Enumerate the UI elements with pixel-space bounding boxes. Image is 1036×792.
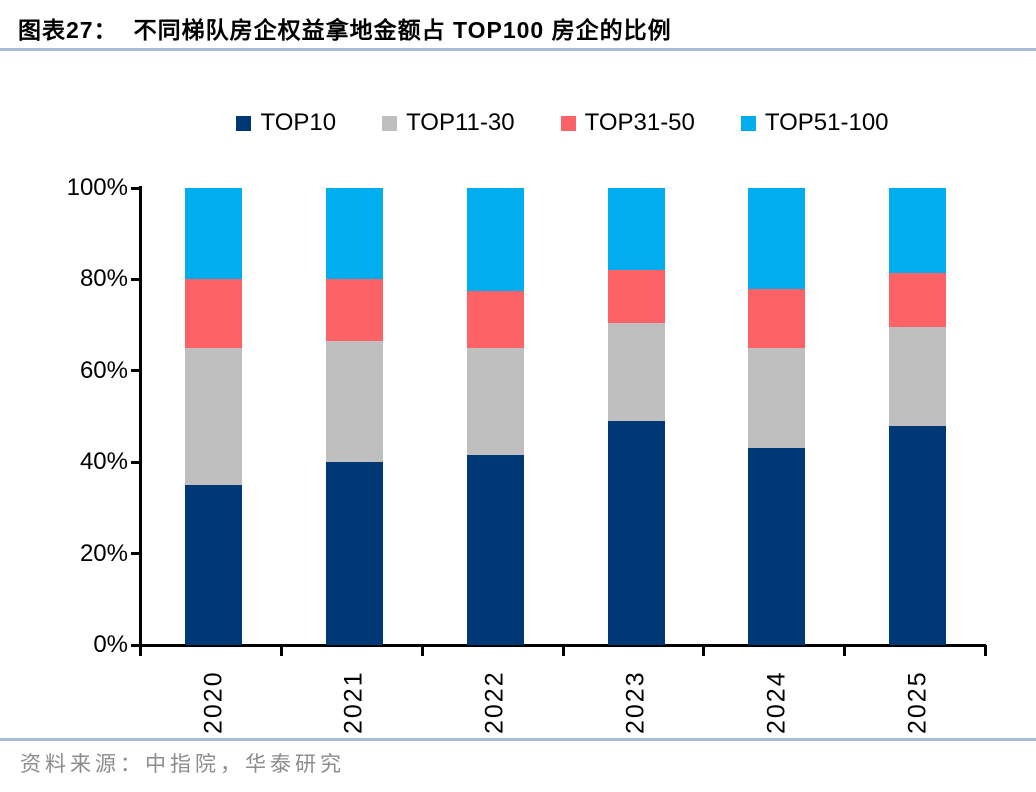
y-axis-tick — [131, 552, 140, 556]
legend-label: TOP10 — [260, 109, 337, 136]
bar-segment-2024-top11-30 — [748, 347, 806, 449]
source-note: 资料来源：中指院，华泰研究 — [20, 752, 345, 776]
y-tick-label: 40% — [79, 448, 128, 476]
bar-segment-2022-top10 — [466, 455, 524, 645]
footer-separator — [0, 738, 1036, 741]
legend-swatch-icon — [236, 115, 252, 131]
x-axis-tick — [561, 645, 565, 656]
figure-title-text: 不同梯队房企权益拿地金额占 TOP100 房企的比例 — [133, 17, 672, 43]
figure-title: 图表27： 不同梯队房企权益拿地金额占 TOP100 房企的比例 — [18, 11, 672, 45]
bar-segment-2022-top11-30 — [466, 347, 524, 456]
bar-segment-2025-top10 — [889, 425, 947, 645]
legend-item: TOP31-50 — [560, 109, 695, 137]
bar-segment-2024-top10 — [748, 448, 806, 645]
bar-segment-2025-top51-100 — [889, 188, 947, 273]
y-tick-label: 80% — [79, 265, 128, 293]
x-axis-tick — [420, 645, 424, 656]
legend-item: TOP10 — [236, 109, 336, 137]
bar-segment-2021-top31-50 — [325, 279, 383, 342]
bar-segment-2023-top31-50 — [607, 270, 665, 323]
legend-item: TOP51-100 — [740, 109, 889, 137]
bar-segment-2023-top51-100 — [607, 188, 665, 271]
legend-swatch-icon — [382, 115, 398, 131]
y-axis-tick — [131, 460, 140, 464]
bar-segment-2020-top51-100 — [185, 188, 242, 280]
y-axis-tick — [131, 186, 140, 190]
bar-segment-2021-top11-30 — [325, 341, 383, 463]
x-axis-tick — [702, 645, 706, 656]
y-axis-tick — [131, 277, 140, 281]
x-tick-label: 2022 — [480, 670, 509, 734]
y-axis — [139, 186, 142, 647]
y-tick-label: 20% — [79, 539, 128, 567]
figure-number: 图表27： — [18, 17, 118, 43]
legend-label: TOP31-50 — [584, 109, 695, 136]
legend-label: TOP51-100 — [764, 109, 889, 136]
y-tick-label: 60% — [79, 356, 128, 384]
bar-segment-2023-top11-30 — [607, 322, 665, 422]
y-tick-label: 100% — [66, 174, 128, 201]
title-underline — [0, 48, 1036, 51]
y-tick-label: 0% — [93, 631, 128, 658]
bar-segment-2021-top51-100 — [325, 188, 383, 280]
x-axis-tick — [279, 645, 283, 656]
x-tick-label: 2021 — [339, 670, 368, 734]
bar-segment-2024-top31-50 — [748, 288, 806, 348]
legend-item: TOP11-30 — [382, 109, 515, 137]
legend-label: TOP11-30 — [406, 109, 515, 136]
bar-segment-2022-top51-100 — [466, 188, 524, 291]
x-axis-tick — [984, 645, 987, 656]
bar-segment-2025-top31-50 — [889, 272, 947, 328]
x-axis-tick — [843, 645, 847, 656]
bar-segment-2021-top10 — [325, 462, 383, 645]
bar-segment-2020-top31-50 — [185, 279, 242, 348]
x-tick-label: 2020 — [199, 670, 227, 734]
x-tick-label: 2025 — [903, 670, 932, 734]
bar-segment-2022-top31-50 — [466, 290, 524, 348]
bar-segment-2023-top10 — [607, 421, 665, 645]
bar-segment-2024-top51-100 — [748, 188, 806, 289]
y-axis-tick — [131, 643, 140, 647]
x-tick-label: 2023 — [621, 670, 650, 734]
y-axis-tick — [131, 369, 140, 373]
legend-swatch-icon — [740, 115, 756, 131]
legend: TOP10 TOP11-30 TOP31-50 TOP51-100 — [140, 106, 985, 140]
bar-segment-2020-top11-30 — [185, 347, 242, 486]
bar-segment-2025-top11-30 — [889, 327, 947, 426]
x-axis-tick — [139, 645, 142, 656]
legend-swatch-icon — [560, 115, 576, 131]
bar-segment-2020-top10 — [185, 485, 242, 645]
x-tick-label: 2024 — [762, 670, 791, 734]
